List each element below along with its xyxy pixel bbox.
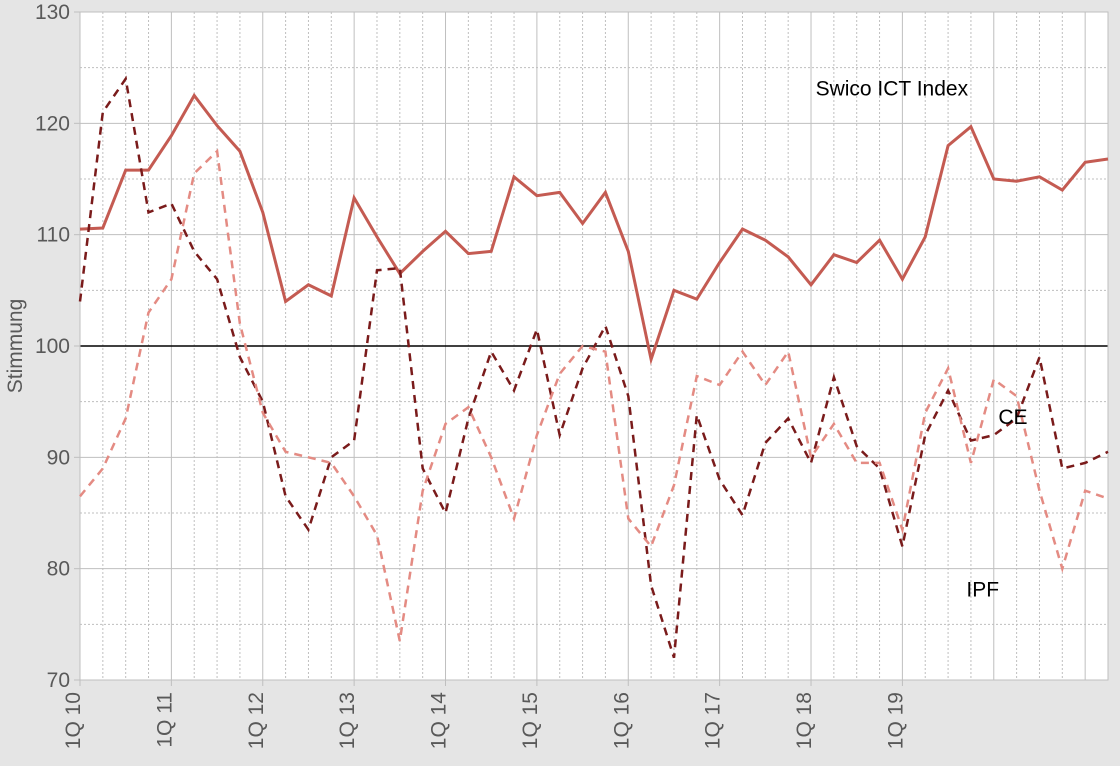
- x-tick-label: 1Q 13: [336, 692, 359, 749]
- y-tick-label: 130: [35, 1, 70, 24]
- x-tick-label: 1Q 17: [702, 692, 725, 749]
- x-tick-label: 1Q 11: [153, 692, 176, 748]
- chart-svg: 70 80 90 100 110 120 130 1Q 10 1Q 11 1Q 12 1Q 13 1Q…: [0, 0, 1120, 766]
- x-tick-label: 1Q 16: [610, 692, 633, 749]
- y-tick-label: 120: [35, 112, 70, 135]
- x-tick-label: 1Q 15: [519, 692, 542, 749]
- y-tick-label: 70: [47, 669, 70, 692]
- line-chart: 70 80 90 100 110 120 130 1Q 10 1Q 11 1Q 12 1Q 13 1Q…: [0, 0, 1120, 766]
- x-tick-label: 1Q 18: [793, 692, 816, 749]
- x-tick-label: 1Q 10: [62, 692, 85, 749]
- series-label-ce: CE: [998, 406, 1027, 429]
- x-tick-label: 1Q 12: [245, 692, 268, 749]
- y-tick-label: 90: [47, 446, 70, 469]
- y-axis-label: Stimmung: [4, 299, 27, 394]
- series-label-ipf: IPF: [966, 579, 999, 602]
- y-tick-label: 110: [37, 224, 70, 247]
- x-tick-label: 1Q 19: [884, 692, 907, 749]
- y-tick-label: 80: [47, 558, 70, 581]
- series-label-swico-ict-index: Swico ICT Index: [816, 78, 969, 101]
- y-tick-label: 100: [35, 335, 70, 358]
- x-tick-label: 1Q 14: [428, 692, 451, 750]
